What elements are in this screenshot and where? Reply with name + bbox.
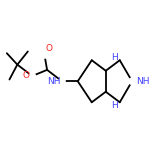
Text: NH: NH — [136, 77, 149, 86]
Circle shape — [41, 52, 48, 58]
Text: H: H — [111, 53, 117, 62]
Circle shape — [29, 73, 35, 79]
Circle shape — [59, 78, 65, 84]
Text: O: O — [46, 44, 53, 53]
Text: H: H — [111, 100, 117, 109]
Text: NH: NH — [47, 77, 60, 86]
Circle shape — [129, 78, 135, 84]
Text: O: O — [22, 71, 29, 81]
